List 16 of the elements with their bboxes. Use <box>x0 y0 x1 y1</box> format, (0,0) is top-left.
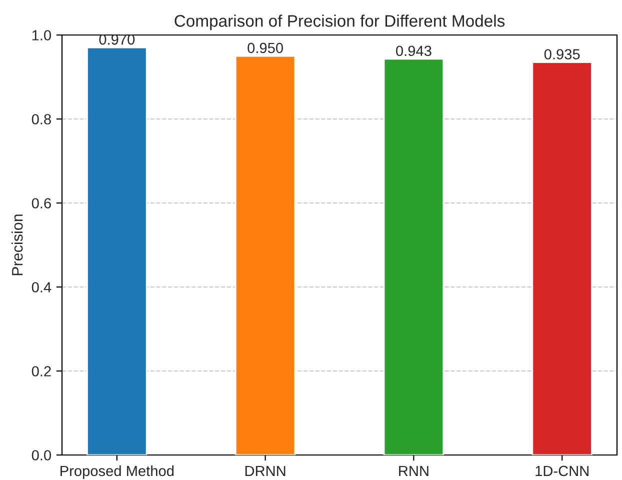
y-tick-label: 0.2 <box>32 366 51 376</box>
data-label: 0.950 <box>248 42 283 54</box>
y-tick-label: 0.8 <box>32 114 51 124</box>
data-label: 0.943 <box>396 46 432 56</box>
y-tick-label: 0.0 <box>32 450 52 460</box>
x-tick-label: DRNN <box>245 466 286 476</box>
y-tick-label: 1.0 <box>32 30 52 40</box>
y-axis-title: Precision <box>12 214 23 276</box>
y-tick-label: 0.6 <box>32 198 51 208</box>
x-tick-label: RNN <box>399 466 428 476</box>
data-label: 0.935 <box>544 49 580 60</box>
x-tick-label: 1D-CNN <box>536 466 588 476</box>
data-label: 0.970 <box>99 34 135 45</box>
chart-title: Comparison of Precision for Different Models <box>174 14 505 30</box>
x-tick-label: Proposed Method <box>60 465 174 480</box>
y-tick-label: 0.4 <box>32 282 52 292</box>
